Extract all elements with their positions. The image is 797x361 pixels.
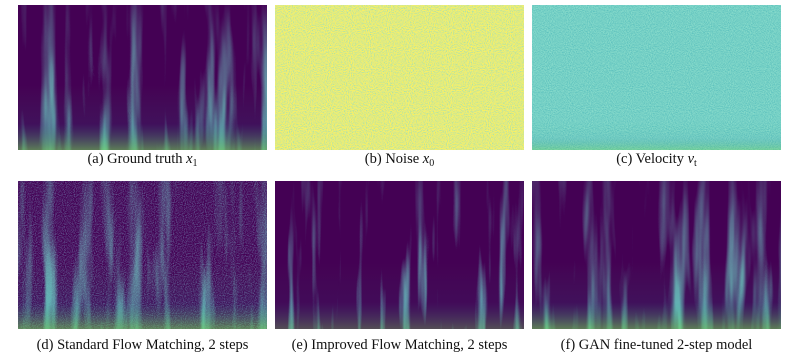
velocity-glow (532, 120, 781, 150)
caption: (b) Noise x0 (365, 151, 434, 169)
caption: (a) Ground truth x1 (87, 151, 197, 169)
caption-symbol: x (185, 151, 193, 167)
caption-symbol: v (688, 151, 695, 167)
caption-subscript: 1 (193, 158, 198, 169)
caption: (d) Standard Flow Matching, 2 steps (37, 337, 249, 353)
caption-label: (e) Improved Flow Matching, 2 steps (292, 337, 508, 353)
caption-label: (c) Velocity (616, 151, 685, 167)
panel: (b) Noise x0 (275, 5, 524, 169)
spectrogram-harmonics (18, 84, 267, 150)
caption-label: (b) Noise (365, 151, 419, 167)
panel: (f) GAN fine-tuned 2-step model (532, 181, 781, 353)
caption-subscript: 0 (429, 158, 434, 169)
caption-label: (d) Standard Flow Matching, 2 steps (37, 337, 249, 353)
caption: (f) GAN fine-tuned 2-step model (561, 337, 753, 353)
spectrogram-harmonics (18, 262, 267, 329)
panel: (d) Standard Flow Matching, 2 steps (18, 181, 267, 353)
caption-subscript: t (694, 158, 697, 169)
panel: (e) Improved Flow Matching, 2 steps (275, 181, 524, 353)
spectrogram-harmonics (275, 262, 524, 329)
noise-image (275, 5, 524, 150)
panel: (a) Ground truth x1 (18, 5, 267, 169)
caption-label: (a) Ground truth (87, 151, 183, 167)
caption: (c) Velocity vt (616, 151, 697, 169)
caption: (e) Improved Flow Matching, 2 steps (292, 337, 508, 353)
caption-label: (f) GAN fine-tuned 2-step model (561, 337, 753, 353)
spectrogram-harmonics (532, 262, 781, 329)
panel: (c) Velocity vt (532, 5, 781, 169)
caption-symbol: x (422, 151, 430, 167)
